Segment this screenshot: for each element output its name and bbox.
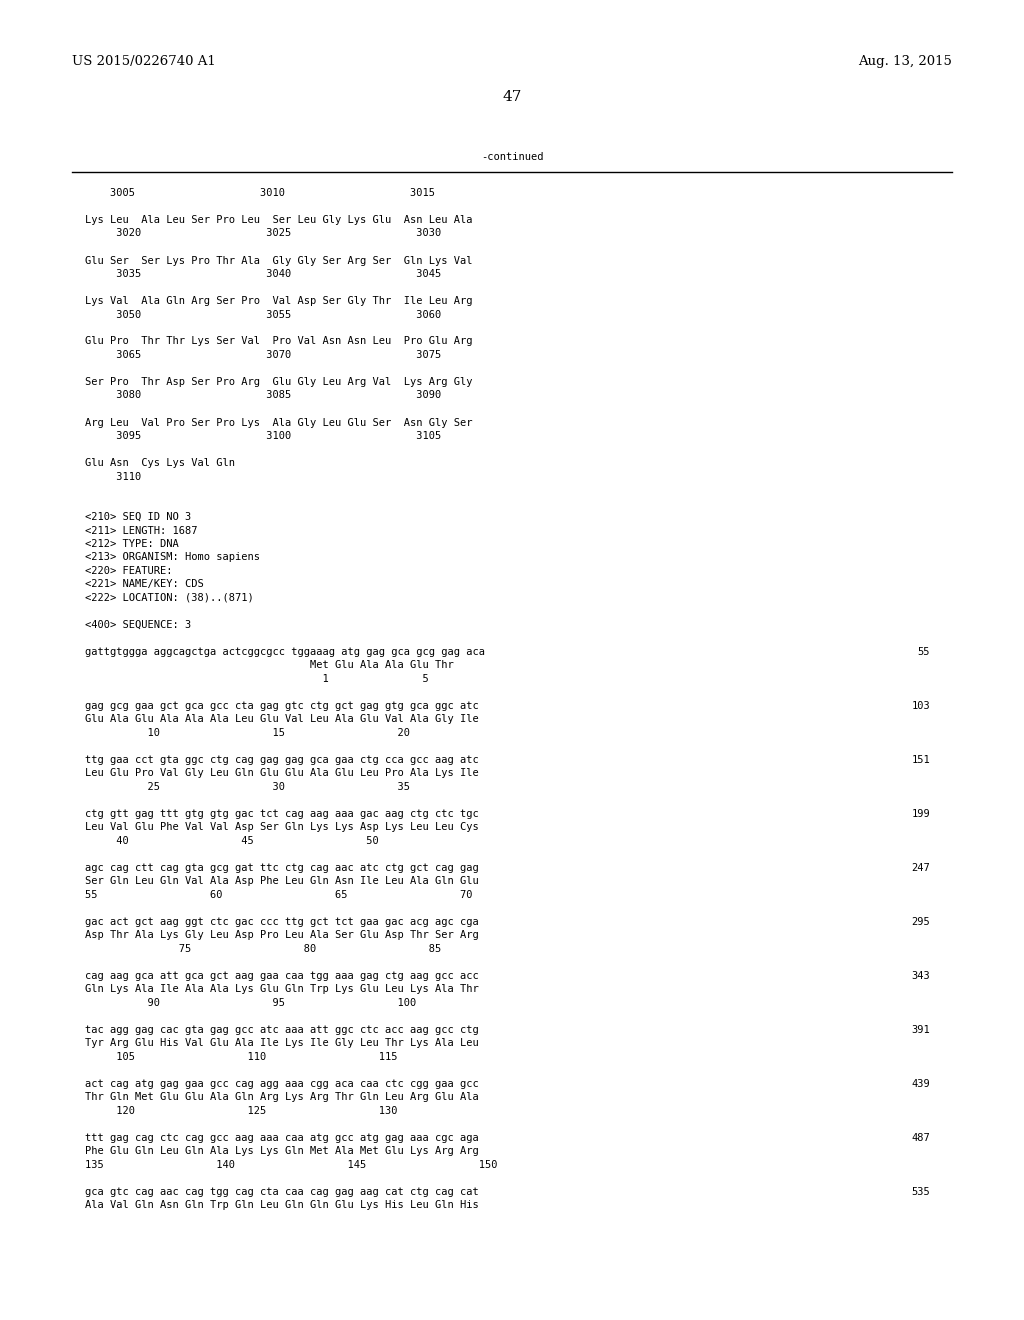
Text: 535: 535 xyxy=(911,1187,930,1197)
Text: Leu Glu Pro Val Gly Leu Gln Glu Glu Ala Glu Leu Pro Ala Lys Ile: Leu Glu Pro Val Gly Leu Gln Glu Glu Ala … xyxy=(85,768,479,779)
Text: 25                  30                  35: 25 30 35 xyxy=(85,781,410,792)
Text: 439: 439 xyxy=(911,1078,930,1089)
Text: 75                  80                  85: 75 80 85 xyxy=(85,944,441,954)
Text: Aug. 13, 2015: Aug. 13, 2015 xyxy=(858,55,952,69)
Text: ctg gtt gag ttt gtg gtg gac tct cag aag aaa gac aag ctg ctc tgc: ctg gtt gag ttt gtg gtg gac tct cag aag … xyxy=(85,809,479,818)
Text: 105                  110                  115: 105 110 115 xyxy=(85,1052,397,1063)
Text: gca gtc cag aac cag tgg cag cta caa cag gag aag cat ctg cag cat: gca gtc cag aac cag tgg cag cta caa cag … xyxy=(85,1187,479,1197)
Text: Phe Glu Gln Leu Gln Ala Lys Lys Gln Met Ala Met Glu Lys Arg Arg: Phe Glu Gln Leu Gln Ala Lys Lys Gln Met … xyxy=(85,1147,479,1156)
Text: 3095                    3100                    3105: 3095 3100 3105 xyxy=(85,432,441,441)
Text: US 2015/0226740 A1: US 2015/0226740 A1 xyxy=(72,55,216,69)
Text: 199: 199 xyxy=(911,809,930,818)
Text: 40                  45                  50: 40 45 50 xyxy=(85,836,379,846)
Text: <222> LOCATION: (38)..(871): <222> LOCATION: (38)..(871) xyxy=(85,593,254,603)
Text: <211> LENGTH: 1687: <211> LENGTH: 1687 xyxy=(85,525,198,536)
Text: <221> NAME/KEY: CDS: <221> NAME/KEY: CDS xyxy=(85,579,204,590)
Text: -continued: -continued xyxy=(480,152,544,162)
Text: Thr Gln Met Glu Glu Ala Gln Arg Lys Arg Thr Gln Leu Arg Glu Ala: Thr Gln Met Glu Glu Ala Gln Arg Lys Arg … xyxy=(85,1093,479,1102)
Text: 47: 47 xyxy=(503,90,521,104)
Text: 3080                    3085                    3090: 3080 3085 3090 xyxy=(85,391,441,400)
Text: <400> SEQUENCE: 3: <400> SEQUENCE: 3 xyxy=(85,620,191,630)
Text: gag gcg gaa gct gca gcc cta gag gtc ctg gct gag gtg gca ggc atc: gag gcg gaa gct gca gcc cta gag gtc ctg … xyxy=(85,701,479,711)
Text: <220> FEATURE:: <220> FEATURE: xyxy=(85,566,172,576)
Text: 3050                    3055                    3060: 3050 3055 3060 xyxy=(85,309,441,319)
Text: Arg Leu  Val Pro Ser Pro Lys  Ala Gly Leu Glu Ser  Asn Gly Ser: Arg Leu Val Pro Ser Pro Lys Ala Gly Leu … xyxy=(85,417,472,428)
Text: 295: 295 xyxy=(911,917,930,927)
Text: 55                  60                  65                  70: 55 60 65 70 xyxy=(85,890,472,900)
Text: gac act gct aag ggt ctc gac ccc ttg gct tct gaa gac acg agc cga: gac act gct aag ggt ctc gac ccc ttg gct … xyxy=(85,917,479,927)
Text: <213> ORGANISM: Homo sapiens: <213> ORGANISM: Homo sapiens xyxy=(85,553,260,562)
Text: Met Glu Ala Ala Glu Thr: Met Glu Ala Ala Glu Thr xyxy=(85,660,454,671)
Text: Glu Ala Glu Ala Ala Ala Leu Glu Val Leu Ala Glu Val Ala Gly Ile: Glu Ala Glu Ala Ala Ala Leu Glu Val Leu … xyxy=(85,714,479,725)
Text: Ser Gln Leu Gln Val Ala Asp Phe Leu Gln Asn Ile Leu Ala Gln Glu: Ser Gln Leu Gln Val Ala Asp Phe Leu Gln … xyxy=(85,876,479,887)
Text: ttt gag cag ctc cag gcc aag aaa caa atg gcc atg gag aaa cgc aga: ttt gag cag ctc cag gcc aag aaa caa atg … xyxy=(85,1133,479,1143)
Text: Glu Ser  Ser Lys Pro Thr Ala  Gly Gly Ser Arg Ser  Gln Lys Val: Glu Ser Ser Lys Pro Thr Ala Gly Gly Ser … xyxy=(85,256,472,265)
Text: ttg gaa cct gta ggc ctg cag gag gag gca gaa ctg cca gcc aag atc: ttg gaa cct gta ggc ctg cag gag gag gca … xyxy=(85,755,479,766)
Text: 3110: 3110 xyxy=(85,471,141,482)
Text: cag aag gca att gca gct aag gaa caa tgg aaa gag ctg aag gcc acc: cag aag gca att gca gct aag gaa caa tgg … xyxy=(85,972,479,981)
Text: Glu Pro  Thr Thr Lys Ser Val  Pro Val Asn Asn Leu  Pro Glu Arg: Glu Pro Thr Thr Lys Ser Val Pro Val Asn … xyxy=(85,337,472,346)
Text: <212> TYPE: DNA: <212> TYPE: DNA xyxy=(85,539,179,549)
Text: 3005                    3010                    3015: 3005 3010 3015 xyxy=(85,187,435,198)
Text: Lys Val  Ala Gln Arg Ser Pro  Val Asp Ser Gly Thr  Ile Leu Arg: Lys Val Ala Gln Arg Ser Pro Val Asp Ser … xyxy=(85,296,472,306)
Text: 55: 55 xyxy=(918,647,930,657)
Text: Glu Asn  Cys Lys Val Gln: Glu Asn Cys Lys Val Gln xyxy=(85,458,234,469)
Text: 391: 391 xyxy=(911,1026,930,1035)
Text: 3065                    3070                    3075: 3065 3070 3075 xyxy=(85,350,441,360)
Text: gattgtggga aggcagctga actcggcgcc tggaaag atg gag gca gcg gag aca: gattgtggga aggcagctga actcggcgcc tggaaag… xyxy=(85,647,485,657)
Text: 90                  95                  100: 90 95 100 xyxy=(85,998,416,1008)
Text: tac agg gag cac gta gag gcc atc aaa att ggc ctc acc aag gcc ctg: tac agg gag cac gta gag gcc atc aaa att … xyxy=(85,1026,479,1035)
Text: Ala Val Gln Asn Gln Trp Gln Leu Gln Gln Glu Lys His Leu Gln His: Ala Val Gln Asn Gln Trp Gln Leu Gln Gln … xyxy=(85,1200,479,1210)
Text: Gln Lys Ala Ile Ala Ala Lys Glu Gln Trp Lys Glu Leu Lys Ala Thr: Gln Lys Ala Ile Ala Ala Lys Glu Gln Trp … xyxy=(85,985,479,994)
Text: agc cag ctt cag gta gcg gat ttc ctg cag aac atc ctg gct cag gag: agc cag ctt cag gta gcg gat ttc ctg cag … xyxy=(85,863,479,873)
Text: <210> SEQ ID NO 3: <210> SEQ ID NO 3 xyxy=(85,512,191,521)
Text: 135                  140                  145                  150: 135 140 145 150 xyxy=(85,1160,498,1170)
Text: 1               5: 1 5 xyxy=(85,675,429,684)
Text: Tyr Arg Glu His Val Glu Ala Ile Lys Ile Gly Leu Thr Lys Ala Leu: Tyr Arg Glu His Val Glu Ala Ile Lys Ile … xyxy=(85,1039,479,1048)
Text: 120                  125                  130: 120 125 130 xyxy=(85,1106,397,1115)
Text: 343: 343 xyxy=(911,972,930,981)
Text: 487: 487 xyxy=(911,1133,930,1143)
Text: 247: 247 xyxy=(911,863,930,873)
Text: Asp Thr Ala Lys Gly Leu Asp Pro Leu Ala Ser Glu Asp Thr Ser Arg: Asp Thr Ala Lys Gly Leu Asp Pro Leu Ala … xyxy=(85,931,479,940)
Text: 151: 151 xyxy=(911,755,930,766)
Text: Ser Pro  Thr Asp Ser Pro Arg  Glu Gly Leu Arg Val  Lys Arg Gly: Ser Pro Thr Asp Ser Pro Arg Glu Gly Leu … xyxy=(85,378,472,387)
Text: 3035                    3040                    3045: 3035 3040 3045 xyxy=(85,269,441,279)
Text: 103: 103 xyxy=(911,701,930,711)
Text: 10                  15                  20: 10 15 20 xyxy=(85,729,410,738)
Text: 3020                    3025                    3030: 3020 3025 3030 xyxy=(85,228,441,239)
Text: Lys Leu  Ala Leu Ser Pro Leu  Ser Leu Gly Lys Glu  Asn Leu Ala: Lys Leu Ala Leu Ser Pro Leu Ser Leu Gly … xyxy=(85,215,472,224)
Text: act cag atg gag gaa gcc cag agg aaa cgg aca caa ctc cgg gaa gcc: act cag atg gag gaa gcc cag agg aaa cgg … xyxy=(85,1078,479,1089)
Text: Leu Val Glu Phe Val Val Asp Ser Gln Lys Lys Asp Lys Leu Leu Cys: Leu Val Glu Phe Val Val Asp Ser Gln Lys … xyxy=(85,822,479,833)
